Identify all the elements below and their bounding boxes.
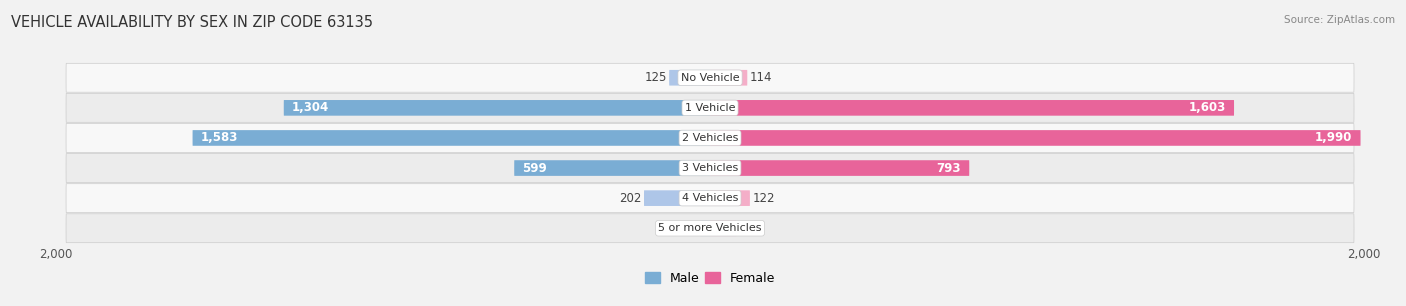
Text: 3 Vehicles: 3 Vehicles [682, 163, 738, 173]
Text: 1,583: 1,583 [201, 132, 238, 144]
FancyBboxPatch shape [710, 220, 737, 236]
FancyBboxPatch shape [66, 214, 1354, 243]
FancyBboxPatch shape [710, 100, 1234, 116]
Text: 4 Vehicles: 4 Vehicles [682, 193, 738, 203]
Text: 1,990: 1,990 [1315, 132, 1353, 144]
Text: 1 Vehicle: 1 Vehicle [685, 103, 735, 113]
Text: 2 Vehicles: 2 Vehicles [682, 133, 738, 143]
FancyBboxPatch shape [710, 190, 749, 206]
FancyBboxPatch shape [700, 220, 710, 236]
FancyBboxPatch shape [66, 154, 1354, 182]
Text: 30: 30 [683, 222, 697, 235]
Text: 114: 114 [749, 71, 772, 84]
FancyBboxPatch shape [66, 63, 1354, 92]
Text: 599: 599 [523, 162, 547, 174]
FancyBboxPatch shape [515, 160, 710, 176]
Text: 122: 122 [752, 192, 775, 205]
Text: No Vehicle: No Vehicle [681, 73, 740, 83]
Text: Source: ZipAtlas.com: Source: ZipAtlas.com [1284, 15, 1395, 25]
Text: 793: 793 [936, 162, 962, 174]
Text: 1,304: 1,304 [292, 101, 329, 114]
Text: 5 or more Vehicles: 5 or more Vehicles [658, 223, 762, 233]
FancyBboxPatch shape [66, 124, 1354, 152]
FancyBboxPatch shape [66, 93, 1354, 122]
FancyBboxPatch shape [193, 130, 710, 146]
Text: VEHICLE AVAILABILITY BY SEX IN ZIP CODE 63135: VEHICLE AVAILABILITY BY SEX IN ZIP CODE … [11, 15, 373, 30]
Text: 202: 202 [619, 192, 641, 205]
FancyBboxPatch shape [644, 190, 710, 206]
FancyBboxPatch shape [66, 184, 1354, 213]
FancyBboxPatch shape [710, 160, 969, 176]
FancyBboxPatch shape [710, 70, 748, 86]
Text: 125: 125 [644, 71, 666, 84]
Text: 80: 80 [738, 222, 754, 235]
Legend: Male, Female: Male, Female [640, 267, 780, 290]
FancyBboxPatch shape [710, 130, 1361, 146]
FancyBboxPatch shape [284, 100, 710, 116]
Text: 1,603: 1,603 [1188, 101, 1226, 114]
FancyBboxPatch shape [669, 70, 710, 86]
